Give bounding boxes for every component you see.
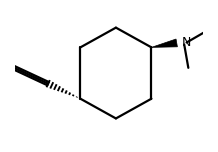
Polygon shape [152,39,177,47]
Text: N: N [182,36,192,49]
